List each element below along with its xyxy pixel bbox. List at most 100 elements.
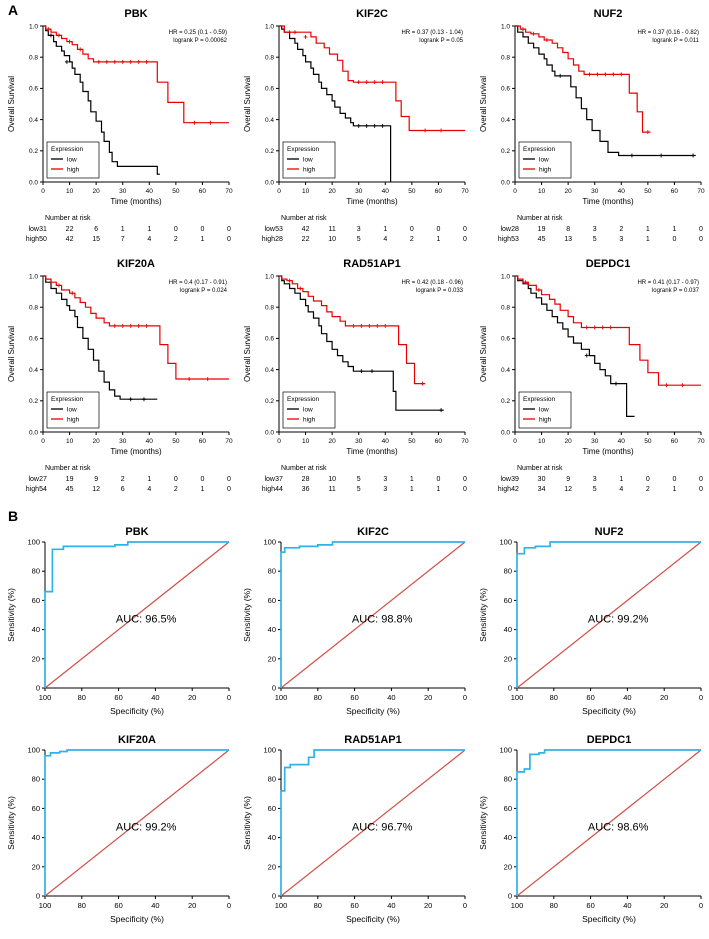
censor-mark	[112, 323, 117, 328]
roc-title: PBK	[125, 526, 148, 538]
legend-box	[518, 391, 572, 429]
risk-value-low: 0	[174, 226, 178, 233]
x-tick-label: 80	[78, 693, 86, 702]
censor-mark	[383, 323, 388, 328]
y-tick-label: 100	[27, 538, 40, 547]
censor-mark	[70, 291, 75, 296]
roc-plot-kif20a: KIF20A 100 80 60 40 20 0 0 20 40 60 80 100 Sensitivit…	[6, 734, 231, 924]
censor-mark	[356, 80, 361, 85]
x-tick-label: 10	[538, 438, 546, 445]
roc-panel: PBK 100 80 60 40 20 0 0 20 40 60 80 100 Sensitivity (…	[3, 522, 709, 938]
legend-label-low: low	[67, 157, 77, 164]
x-tick-label: 0	[277, 188, 281, 195]
x-axis-label: Specificity (%)	[346, 706, 400, 716]
risk-value-high: 2	[646, 486, 650, 493]
x-axis-label: Time (months)	[110, 447, 162, 456]
risk-value-low: 0	[200, 476, 204, 483]
km-curve-high	[515, 25, 651, 133]
roc-title: KIF20A	[118, 734, 156, 746]
y-tick-label: 100	[263, 538, 276, 547]
x-tick-label: 70	[225, 188, 233, 195]
censor-mark	[595, 72, 600, 77]
roc-plot-rad51ap1: RAD51AP1 100 80 60 40 20 0 0 20 40 60 80 100 Sensitiv…	[242, 734, 467, 924]
x-axis-label: Specificity (%)	[110, 706, 164, 716]
risk-value-low: 8	[566, 226, 570, 233]
logrank-annotation: logrank P = 0.033	[416, 288, 464, 294]
y-tick-label: 20	[32, 654, 40, 663]
x-tick-label: 0	[513, 188, 517, 195]
x-axis-label: Time (months)	[582, 447, 634, 456]
y-tick-label: 0.0	[29, 179, 38, 186]
y-axis-label: Overall Survival	[7, 76, 16, 132]
y-axis-label: Overall Survival	[243, 326, 252, 382]
y-tick-label: 0	[508, 684, 512, 693]
x-tick-label: 40	[382, 188, 390, 195]
hr-annotation: HR = 0.37 (0.16 - 0.82)	[637, 30, 699, 36]
km-curve-high	[279, 275, 426, 385]
reference-diagonal	[44, 541, 230, 689]
y-tick-label: 60	[504, 804, 512, 813]
x-tick-label: 60	[671, 438, 679, 445]
risk-value-low: 19	[66, 476, 74, 483]
x-tick-label: 60	[671, 188, 679, 195]
legend-label-low: low	[539, 407, 549, 414]
y-tick-label: 0.4	[265, 367, 274, 374]
risk-value-high: 5	[357, 486, 361, 493]
x-tick-label: 40	[387, 693, 395, 702]
reference-diagonal	[516, 749, 702, 897]
censor-mark	[128, 59, 133, 64]
censor-mark	[56, 33, 61, 38]
roc-plot-pbk: PBK 100 80 60 40 20 0 0 20 40 60 80 100 Sensitivity (…	[6, 526, 231, 716]
y-tick-label: 100	[499, 746, 512, 755]
risk-value-low: 53	[275, 226, 283, 233]
censor-mark	[351, 323, 356, 328]
x-tick-label: 60	[350, 693, 358, 702]
km-curve-high	[43, 25, 229, 124]
panel-label-b: B	[8, 508, 19, 524]
censor-mark	[664, 383, 669, 388]
risk-value-low: 1	[121, 226, 125, 233]
risk-value-high: 36	[302, 486, 310, 493]
risk-value-high: 42	[66, 236, 74, 243]
x-tick-label: 70	[225, 438, 233, 445]
legend-label-low: low	[539, 157, 549, 164]
reference-diagonal	[44, 749, 230, 897]
risk-value-low: 28	[302, 476, 310, 483]
legend-label-low: low	[303, 407, 313, 414]
risk-value-low: 0	[436, 226, 440, 233]
x-tick-label: 40	[151, 693, 159, 702]
y-axis-label: Sensitivity (%)	[6, 588, 16, 642]
risk-value-low: 30	[538, 476, 546, 483]
auc-label: AUC: 96.7%	[352, 821, 413, 833]
censor-mark	[608, 325, 613, 330]
y-tick-label: 40	[268, 625, 276, 634]
x-tick-label: 30	[591, 438, 599, 445]
censor-mark	[592, 325, 597, 330]
x-axis-label: Specificity (%)	[110, 914, 164, 924]
risk-value-low: 0	[672, 476, 676, 483]
y-axis-label: Sensitivity (%)	[242, 588, 252, 642]
x-tick-label: 0	[41, 188, 45, 195]
y-tick-label: 0.6	[501, 336, 510, 343]
risk-value-high: 5	[593, 236, 597, 243]
risk-value-low: 0	[436, 476, 440, 483]
x-axis-label: Time (months)	[110, 197, 162, 206]
x-tick-label: 70	[697, 188, 705, 195]
censor-mark	[136, 59, 141, 64]
risk-value-high: 2	[174, 236, 178, 243]
risk-value-high: 12	[564, 486, 572, 493]
x-tick-label: 20	[660, 901, 668, 910]
censor-mark	[659, 153, 664, 158]
x-tick-label: 100	[39, 693, 52, 702]
x-tick-label: 50	[172, 188, 180, 195]
risk-value-high: 1	[410, 486, 414, 493]
x-tick-label: 0	[41, 438, 45, 445]
risk-value-high: 0	[227, 486, 231, 493]
risk-row-label-low: low	[28, 476, 39, 483]
legend-title: Expression	[523, 396, 556, 403]
censor-mark	[536, 288, 541, 293]
risk-row-label-high: high	[26, 486, 39, 493]
